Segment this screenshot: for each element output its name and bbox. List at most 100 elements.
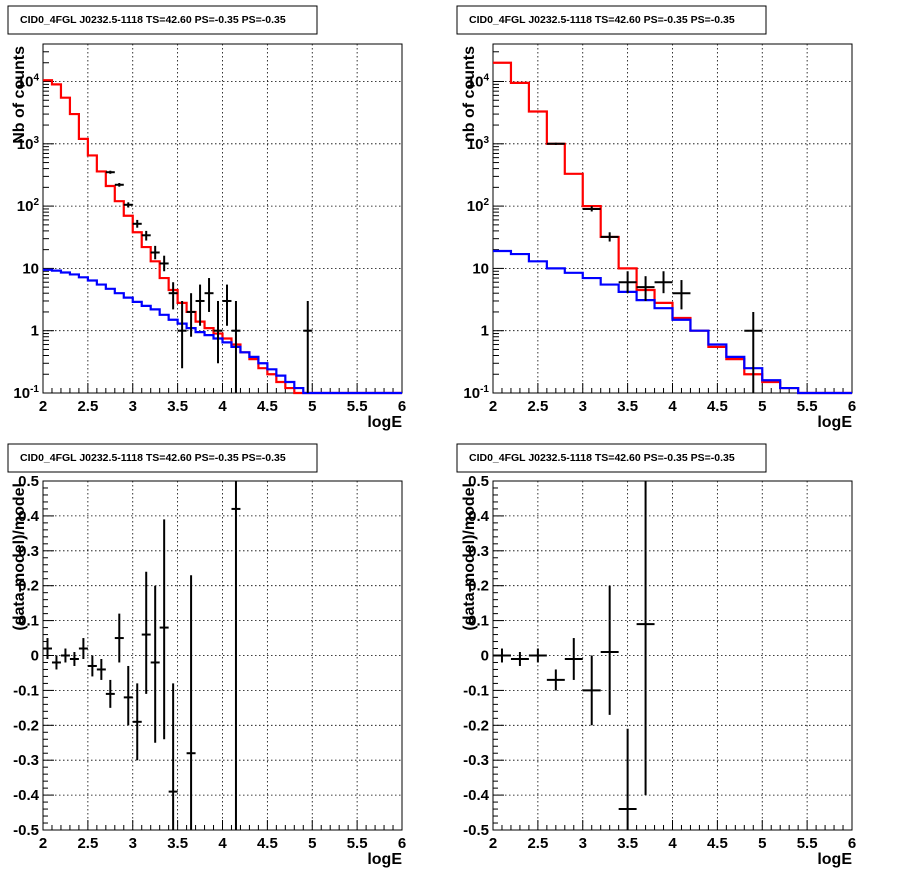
- data-point: [141, 230, 151, 241]
- data-point: [168, 282, 178, 310]
- data-point: [177, 300, 187, 369]
- y-axis: [43, 43, 54, 394]
- data-point: [168, 683, 178, 830]
- x-tick-label: 4.5: [257, 398, 278, 415]
- y-axis-label: (data-model)/model: [461, 483, 478, 631]
- x-tick-label: 3: [579, 835, 587, 852]
- title-frame: [7, 5, 318, 35]
- y-tick-label: 102: [17, 197, 40, 215]
- data-point: [150, 245, 160, 260]
- data-point: [231, 300, 241, 393]
- x-axis: [42, 820, 403, 830]
- data-point: [96, 658, 106, 680]
- data-point: [195, 284, 205, 326]
- data-point: [159, 519, 169, 740]
- x-tick-label: 4.5: [257, 835, 278, 852]
- x-tick-label: 6: [848, 398, 856, 415]
- y-tick-label: 10: [472, 260, 489, 277]
- series-line-2: [493, 249, 852, 395]
- y-tick-label: 0.3: [18, 543, 39, 560]
- x-axis-label: logE: [817, 414, 852, 431]
- chart-title: CID0_4FGL J0232.5-1118 TS=42.60 PS=-0.35…: [469, 14, 735, 26]
- x-tick-label: 5: [758, 398, 766, 415]
- y-tick-label: 103: [467, 135, 490, 153]
- data-point: [303, 300, 313, 393]
- y-axis-label: nb of counts: [461, 46, 478, 142]
- data-point: [159, 255, 169, 272]
- data-point: [672, 280, 691, 310]
- data-point: [546, 142, 565, 145]
- grid: [43, 481, 402, 830]
- y-tick-label: -0.4: [463, 787, 490, 804]
- chart-panel-2: CID0_4FGL J0232.5-1118 TS=42.60 PS=-0.35…: [456, 5, 856, 431]
- y-axis-label: (data-model)/model: [11, 483, 28, 631]
- y-tick-label: -0.5: [13, 822, 39, 839]
- x-tick-label: 3.5: [617, 835, 638, 852]
- x-tick-label: 5.5: [797, 835, 818, 852]
- grid: [493, 44, 852, 393]
- data-point: [114, 613, 124, 663]
- chart-title: CID0_4FGL J0232.5-1118 TS=42.60 PS=-0.35…: [469, 452, 735, 464]
- series-line-2: [43, 268, 402, 395]
- y-tick-label: -0.4: [13, 787, 40, 804]
- y-tick-label: -0.1: [463, 682, 489, 699]
- y-tick-label: -0.3: [463, 752, 489, 769]
- x-tick-label: 5: [758, 835, 766, 852]
- x-tick-label: 2: [489, 398, 497, 415]
- y-tick-label: 104: [467, 73, 490, 91]
- data-point: [78, 638, 88, 659]
- x-tick-label: 2.5: [527, 398, 548, 415]
- x-tick-label: 2: [39, 835, 47, 852]
- chart-title-box: CID0_4FGL J0232.5-1118 TS=42.60 PS=-0.35…: [7, 5, 318, 35]
- y-tick-label: 1: [481, 323, 489, 340]
- data-point: [60, 648, 70, 663]
- chart-title-box: CID0_4FGL J0232.5-1118 TS=42.60 PS=-0.35…: [7, 443, 318, 473]
- chart-panel-1: CID0_4FGL J0232.5-1118 TS=42.60 PS=-0.35…: [7, 5, 406, 431]
- y-axis: [43, 480, 54, 831]
- y-axis: [493, 480, 504, 831]
- x-tick-label: 2: [39, 398, 47, 415]
- data-point: [582, 655, 601, 726]
- x-tick-label: 4: [218, 835, 227, 852]
- data-point: [222, 284, 232, 326]
- chart-title-box: CID0_4FGL J0232.5-1118 TS=42.60 PS=-0.35…: [456, 5, 767, 35]
- x-tick-label: 3: [129, 398, 137, 415]
- x-tick-label: 3.5: [167, 835, 188, 852]
- data-point: [618, 271, 637, 294]
- data-point: [636, 276, 655, 301]
- data-point: [141, 571, 151, 694]
- y-tick-label: 0.2: [468, 578, 489, 595]
- y-tick-label: 0.2: [18, 578, 39, 595]
- x-tick-label: 2.5: [527, 835, 548, 852]
- x-tick-label: 2.5: [77, 835, 98, 852]
- data-point: [69, 652, 79, 666]
- x-tick-label: 2: [489, 835, 497, 852]
- x-tick-label: 6: [398, 398, 406, 415]
- y-axis-label: Nb of counts: [11, 46, 28, 144]
- x-tick-label: 5.5: [347, 835, 368, 852]
- chart-title: CID0_4FGL J0232.5-1118 TS=42.60 PS=-0.35…: [20, 14, 286, 26]
- data-point: [123, 665, 133, 726]
- data-point: [618, 728, 637, 830]
- data-point: [600, 232, 619, 242]
- y-tick-label: -0.2: [13, 717, 39, 734]
- chart-title-box: CID0_4FGL J0232.5-1118 TS=42.60 PS=-0.35…: [456, 443, 767, 473]
- y-tick-label: 0.1: [468, 613, 489, 630]
- x-axis-label: logE: [817, 851, 852, 868]
- data-point: [132, 683, 142, 761]
- title-frame: [456, 5, 767, 35]
- y-tick-label: 0.5: [18, 473, 39, 490]
- x-axis: [492, 820, 853, 830]
- x-tick-label: 3: [579, 398, 587, 415]
- x-axis-label: logE: [367, 414, 402, 431]
- data-point: [87, 655, 97, 677]
- data-point: [123, 202, 133, 208]
- x-tick-label: 4.5: [707, 835, 728, 852]
- data-point: [43, 638, 52, 659]
- y-tick-label: 102: [467, 197, 490, 215]
- x-tick-label: 5: [308, 398, 316, 415]
- data-point: [510, 652, 529, 666]
- y-tick-label: 10: [22, 260, 39, 277]
- data-point: [654, 271, 673, 294]
